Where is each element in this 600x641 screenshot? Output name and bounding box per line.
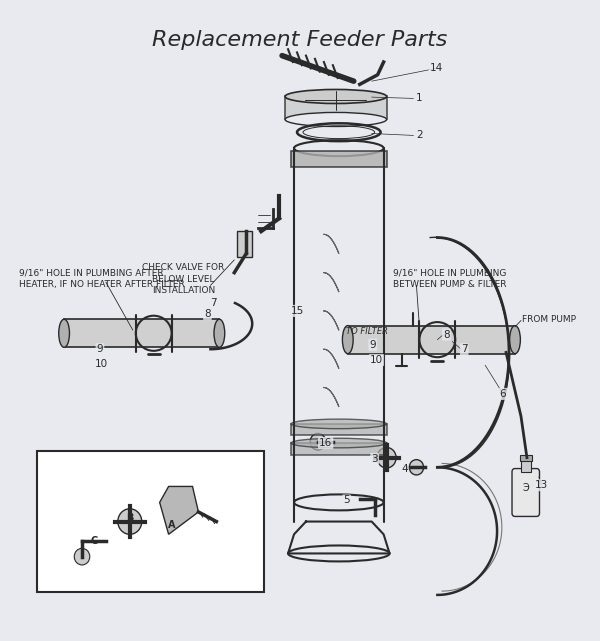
- Text: 4: 4: [401, 463, 408, 474]
- Bar: [520, 454, 532, 461]
- Text: 13: 13: [535, 480, 548, 490]
- Bar: [291, 424, 386, 435]
- Circle shape: [310, 433, 326, 450]
- Bar: [291, 443, 386, 454]
- Text: 9: 9: [370, 340, 376, 350]
- Circle shape: [409, 460, 424, 475]
- Bar: [348, 326, 515, 354]
- Text: 10: 10: [370, 355, 383, 365]
- Text: 9: 9: [97, 344, 103, 354]
- Text: TO FILTER: TO FILTER: [346, 328, 388, 337]
- Ellipse shape: [59, 319, 70, 347]
- Circle shape: [377, 447, 396, 468]
- Bar: [521, 459, 530, 472]
- Text: B: B: [126, 513, 133, 523]
- Circle shape: [118, 509, 142, 535]
- Text: 2: 2: [416, 130, 423, 140]
- Ellipse shape: [214, 319, 225, 347]
- Ellipse shape: [509, 326, 520, 354]
- Text: 9/16" HOLE IN PLUMBING
BETWEEN PUMP & FILTER: 9/16" HOLE IN PLUMBING BETWEEN PUMP & FI…: [392, 269, 506, 289]
- Text: A: A: [168, 520, 175, 529]
- Text: 8: 8: [443, 329, 449, 340]
- Ellipse shape: [285, 112, 386, 126]
- Text: Э: Э: [523, 483, 529, 493]
- Bar: [237, 231, 252, 256]
- Text: 14: 14: [430, 63, 443, 74]
- Polygon shape: [160, 487, 199, 535]
- Text: 3: 3: [371, 454, 378, 464]
- Ellipse shape: [343, 326, 353, 354]
- Bar: [64, 319, 220, 347]
- Text: CHECK VALVE FOR
BELOW LEVEL
INSTALLATION: CHECK VALVE FOR BELOW LEVEL INSTALLATION: [142, 263, 224, 295]
- Text: 9/16" HOLE IN PLUMBING AFTER
HEATER, IF NO HEATER AFTER FILTER: 9/16" HOLE IN PLUMBING AFTER HEATER, IF …: [19, 269, 185, 289]
- Text: 16: 16: [319, 438, 332, 448]
- Text: 7: 7: [461, 344, 467, 354]
- Bar: [37, 451, 264, 592]
- Circle shape: [74, 548, 90, 565]
- FancyBboxPatch shape: [512, 469, 539, 517]
- Text: C: C: [91, 536, 98, 545]
- Text: FROM PUMP: FROM PUMP: [522, 315, 576, 324]
- Text: 6: 6: [500, 389, 506, 399]
- Text: 10: 10: [95, 359, 108, 369]
- Text: 15: 15: [290, 306, 304, 316]
- Text: 8: 8: [204, 309, 211, 319]
- Ellipse shape: [291, 438, 386, 448]
- Text: Replacement Feeder Parts: Replacement Feeder Parts: [152, 30, 448, 50]
- Text: 1: 1: [416, 94, 423, 103]
- Text: 7: 7: [210, 297, 217, 308]
- Text: 5: 5: [343, 495, 350, 506]
- Bar: [291, 151, 386, 167]
- Bar: [285, 97, 386, 119]
- Ellipse shape: [285, 90, 386, 103]
- Ellipse shape: [291, 419, 386, 429]
